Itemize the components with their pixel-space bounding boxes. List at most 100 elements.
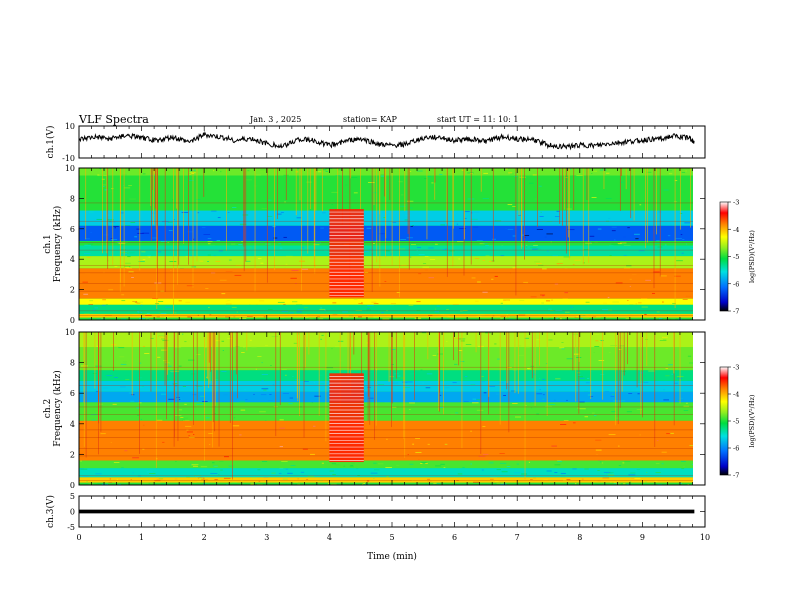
spectral-speckle <box>638 302 642 304</box>
spectral-speckle <box>313 244 320 246</box>
spectral-speckle <box>391 349 396 350</box>
spectral-speckle <box>84 244 91 246</box>
spectral-speckle <box>297 483 301 485</box>
impulse-streak <box>178 168 180 265</box>
impulse-streak <box>285 168 287 201</box>
spectral-speckle <box>577 407 580 409</box>
spectral-speckle <box>261 374 268 375</box>
spectral-speckle <box>330 483 337 485</box>
spectral-band <box>79 347 693 371</box>
spectral-speckle <box>139 301 143 303</box>
spectral-speckle <box>601 462 604 464</box>
spectral-speckle <box>86 481 88 482</box>
spectral-speckle <box>92 309 96 311</box>
impulse-streak <box>653 168 655 289</box>
spectral-speckle <box>641 306 648 308</box>
spectral-speckle <box>282 393 290 394</box>
spectral-speckle <box>187 316 192 318</box>
spectral-speckle <box>260 394 267 396</box>
spectral-speckle <box>160 315 167 317</box>
spectral-speckle <box>214 479 218 481</box>
spectral-speckle <box>598 360 605 361</box>
spectral-speckle <box>599 461 602 463</box>
spectral-speckle <box>418 254 425 256</box>
spectral-speckle <box>257 469 261 471</box>
spectral-speckle <box>105 191 113 192</box>
spectral-speckle <box>406 200 414 202</box>
spectral-speckle <box>136 302 141 304</box>
spectral-speckle <box>96 218 103 220</box>
spectral-speckle <box>574 483 577 485</box>
spectral-speckle <box>260 262 264 264</box>
spectral-speckle <box>464 168 467 170</box>
spectral-speckle <box>608 352 611 353</box>
spectral-speckle <box>122 361 127 363</box>
spectral-speckle <box>124 225 131 227</box>
spectral-speckle <box>200 466 208 468</box>
y-axis-label-line: ch.1 <box>43 234 53 253</box>
spectral-speckle <box>645 279 651 281</box>
spectral-speckle <box>261 208 268 209</box>
spectral-speckle <box>207 241 213 243</box>
impulse-streak <box>152 168 154 190</box>
spectral-speckle <box>245 399 248 400</box>
y-tick-label: 5 <box>70 492 75 501</box>
spectral-speckle <box>287 472 293 474</box>
spectral-speckle <box>260 169 266 171</box>
spectral-speckle <box>653 271 660 273</box>
spectral-speckle <box>435 465 442 467</box>
impulse-streak <box>275 332 277 437</box>
spectral-speckle <box>107 219 114 221</box>
spectral-speckle <box>618 465 622 466</box>
spectral-speckle <box>139 312 141 314</box>
spectral-speckle <box>156 316 160 318</box>
colorbar <box>719 201 729 312</box>
spectral-speckle <box>532 174 537 176</box>
spectral-speckle <box>539 389 541 391</box>
spectral-speckle <box>685 295 692 297</box>
spectral-speckle <box>238 244 243 246</box>
spectral-speckle <box>608 434 616 436</box>
spectral-speckle <box>282 478 288 480</box>
spectral-speckle <box>667 235 671 237</box>
spectral-speckle <box>231 243 236 245</box>
spectral-speckle <box>683 405 690 407</box>
impulse-streak <box>237 332 238 399</box>
spectral-speckle <box>674 275 681 277</box>
spectral-speckle <box>566 399 568 401</box>
spectral-speckle <box>427 244 433 245</box>
spectral-speckle <box>182 333 184 335</box>
impulse-streak <box>309 168 311 210</box>
spectral-speckle <box>500 302 503 304</box>
spectral-speckle <box>385 250 390 252</box>
spectral-speckle <box>148 256 151 258</box>
spectral-speckle <box>101 483 109 485</box>
spectral-speckle <box>482 260 485 261</box>
spectral-speckle <box>611 411 617 413</box>
colorbar-tick-label: -5 <box>733 253 739 261</box>
spectral-speckle <box>320 227 324 229</box>
spectral-speckle <box>482 242 488 244</box>
spectral-speckle <box>609 255 612 256</box>
spectral-speckle <box>410 256 412 258</box>
spectral-speckle <box>599 169 607 171</box>
spectral-speckle <box>440 314 445 316</box>
spectral-speckle <box>443 467 446 469</box>
spectral-speckle <box>524 337 530 339</box>
spectral-speckle <box>304 307 308 308</box>
spectral-speckle <box>392 222 397 223</box>
spectral-speckle <box>606 389 610 391</box>
spectral-speckle <box>488 266 493 267</box>
spectral-speckle <box>200 182 202 184</box>
spectral-speckle <box>566 479 571 481</box>
impulse-streak <box>524 168 525 260</box>
impulse-streak <box>646 332 648 366</box>
spectral-speckle <box>534 261 541 263</box>
spectral-speckle <box>689 445 693 446</box>
spectral-speckle <box>161 338 166 340</box>
spectral-speckle <box>422 266 430 268</box>
spectral-speckle <box>251 346 257 348</box>
spectral-speckle <box>400 239 407 241</box>
spectral-speckle <box>149 473 156 474</box>
spectral-speckle <box>265 243 271 245</box>
